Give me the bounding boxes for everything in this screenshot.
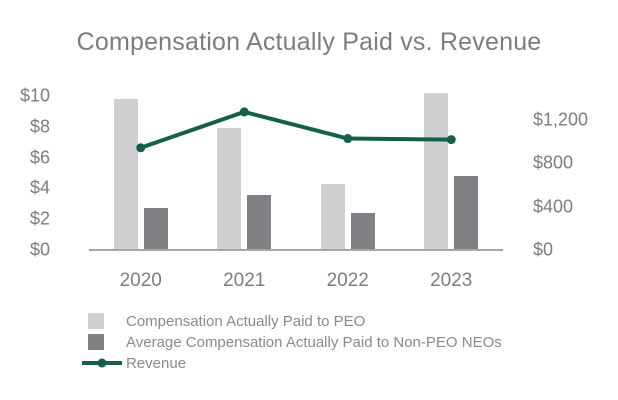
right-axis-tick-1200: $1,200 bbox=[533, 109, 589, 129]
x-axis-label-2021: 2021 bbox=[223, 270, 266, 291]
left-axis-tick-8: $8 bbox=[29, 116, 50, 137]
revenue-point-2021 bbox=[239, 107, 249, 117]
bar-peo-2023 bbox=[424, 92, 449, 250]
left-axis-tick-10: $10 bbox=[19, 85, 50, 106]
right-axis-tick-400: $400 bbox=[533, 196, 574, 216]
legend-label-revenue: Revenue bbox=[126, 354, 187, 372]
bar-nonpeo-2020 bbox=[143, 208, 168, 250]
x-axis-label-2022: 2022 bbox=[326, 270, 369, 291]
left-axis-tick-2: $2 bbox=[29, 208, 50, 229]
revenue-line bbox=[138, 109, 454, 150]
left-axis-tick-0: $0 bbox=[29, 239, 50, 260]
bar-peo-2021 bbox=[217, 128, 242, 250]
bar-nonpeo-2021 bbox=[247, 194, 272, 250]
bar-peo-2020 bbox=[113, 99, 138, 250]
right-axis-tick-800: $800 bbox=[533, 152, 574, 173]
legend-item-revenue: Revenue bbox=[82, 353, 502, 373]
left-axis-tick-4: $4 bbox=[29, 177, 50, 198]
x-axis-line bbox=[89, 249, 503, 251]
legend-line-marker-icon bbox=[82, 358, 122, 368]
legend-item-cap-peo: Compensation Actually Paid to PEO bbox=[82, 311, 502, 331]
legend-label-cap-peo: Compensation Actually Paid to PEO bbox=[126, 312, 366, 330]
legend: Compensation Actually Paid to PEO Averag… bbox=[82, 311, 502, 374]
legend-swatch-cap-nonpeo bbox=[88, 334, 104, 350]
x-axis-label-2020: 2020 bbox=[119, 270, 162, 291]
legend-line-dot-icon bbox=[97, 358, 107, 368]
bar-nonpeo-2023 bbox=[454, 176, 479, 250]
x-axis-label-2023: 2023 bbox=[430, 270, 473, 291]
legend-item-cap-nonpeo: Average Compensation Actually Paid to No… bbox=[82, 332, 502, 352]
bar-nonpeo-2022 bbox=[350, 213, 375, 250]
chart-title: Compensation Actually Paid vs. Revenue bbox=[76, 28, 542, 56]
bar-peo-2022 bbox=[320, 183, 345, 250]
right-axis-tick-0: $0 bbox=[533, 239, 554, 260]
revenue-point-2022 bbox=[343, 134, 353, 144]
left-axis-tick-6: $6 bbox=[29, 147, 50, 168]
legend-label-cap-nonpeo: Average Compensation Actually Paid to No… bbox=[126, 333, 502, 351]
legend-swatch-cap-peo bbox=[88, 313, 104, 329]
